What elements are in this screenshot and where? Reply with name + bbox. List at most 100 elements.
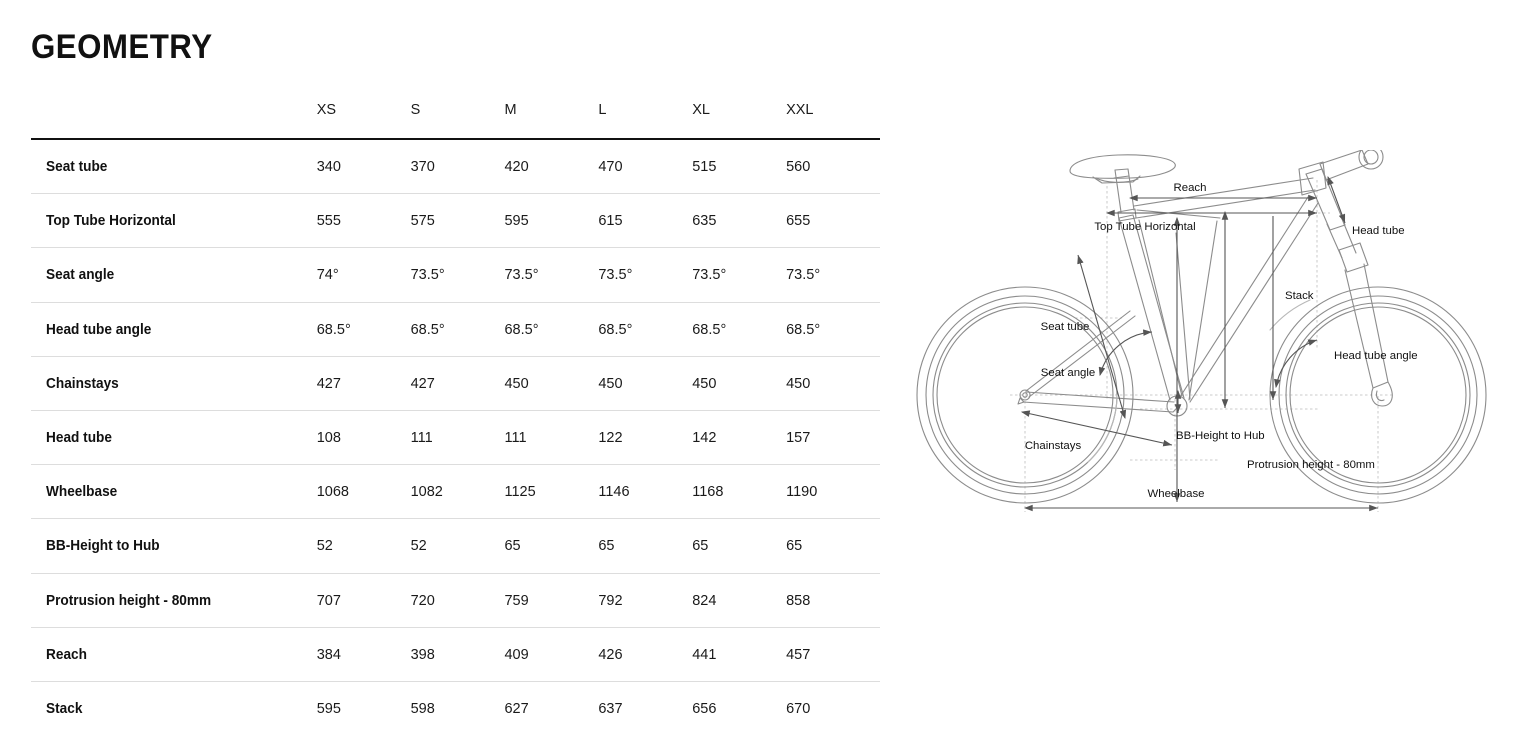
fork-leg-right xyxy=(1363,263,1389,383)
table-cell: 420 xyxy=(504,139,598,194)
table-cell: 450 xyxy=(504,356,598,410)
seat-post-clamp xyxy=(1113,175,1130,179)
table-cell: 824 xyxy=(692,573,786,627)
table-cell: 627 xyxy=(504,681,598,735)
fork-leg-left xyxy=(1344,269,1374,389)
cell-value: 470 xyxy=(598,159,623,176)
table-cell: 1068 xyxy=(317,465,411,519)
cell-value: 1190 xyxy=(786,484,818,501)
cell-value: 68.5° xyxy=(692,321,727,338)
table-cell: 65 xyxy=(786,519,880,573)
cell-value: 515 xyxy=(692,159,717,176)
seat-post-right xyxy=(1127,168,1135,211)
table-cell: 111 xyxy=(411,410,505,464)
row-label-cell: Top Tube Horizontal xyxy=(31,194,317,248)
label-protrusion-height: Protrusion height - 80mm xyxy=(1247,459,1375,471)
row-label: Wheelbase xyxy=(46,484,118,501)
fork-dropout-detail xyxy=(1375,390,1385,402)
cell-value: 65 xyxy=(692,538,709,555)
cell-value: 111 xyxy=(410,430,433,447)
cell-value: 598 xyxy=(410,700,435,717)
column-header-xxl: XXL xyxy=(786,102,814,118)
cell-value: 68.5° xyxy=(598,321,633,338)
row-label: Top Tube Horizontal xyxy=(46,213,176,230)
table-cell: 52 xyxy=(411,519,505,573)
table-cell: 450 xyxy=(786,356,880,410)
table-cell: 65 xyxy=(598,519,692,573)
table-cell: 555 xyxy=(317,194,411,248)
cell-value: 384 xyxy=(316,646,341,663)
cell-value: 398 xyxy=(410,646,435,663)
seat-angle-arc xyxy=(1098,329,1153,377)
table-cell: 65 xyxy=(504,519,598,573)
cell-value: 627 xyxy=(504,700,529,717)
table-cell: 68.5° xyxy=(317,302,411,356)
table-cell: 409 xyxy=(504,627,598,681)
label-seat-angle: Seat angle xyxy=(1041,367,1095,379)
table-cell: 68.5° xyxy=(504,302,598,356)
column-header-xs: XS xyxy=(316,102,337,118)
dimension-lines xyxy=(1020,175,1378,512)
cell-value: 68.5° xyxy=(504,321,539,338)
table-cell: 426 xyxy=(598,627,692,681)
table-cell: 858 xyxy=(786,573,880,627)
cell-value: 595 xyxy=(316,700,341,717)
cell-value: 1068 xyxy=(316,484,349,501)
cell-value: 74° xyxy=(316,267,339,284)
front-rim-inner xyxy=(1289,306,1467,484)
table-row: Top Tube Horizontal 555 575 595 615 635 655 xyxy=(31,194,880,248)
label-top-tube-horizontal: Top Tube Horizontal xyxy=(1094,221,1195,233)
table-cell: 52 xyxy=(317,519,411,573)
table-cell: 427 xyxy=(411,356,505,410)
table-cell: 65 xyxy=(692,519,786,573)
table-cell: 670 xyxy=(786,681,880,735)
table-cell: 398 xyxy=(411,627,505,681)
cell-value: 555 xyxy=(316,213,341,230)
frame-gusset-1 xyxy=(1138,219,1183,397)
table-cell: 575 xyxy=(411,194,505,248)
table-cell: 73.5° xyxy=(411,248,505,302)
cell-value: 111 xyxy=(504,430,527,447)
head-tube-dimension-line xyxy=(1327,175,1346,224)
cell-value: 370 xyxy=(410,159,435,176)
cell-value: 426 xyxy=(598,646,623,663)
row-label: Head tube angle xyxy=(46,321,152,338)
cell-value: 157 xyxy=(786,430,811,447)
table-cell: 1190 xyxy=(786,465,880,519)
table-cell: 68.5° xyxy=(411,302,505,356)
stem-body xyxy=(1298,161,1327,196)
bike-geometry-diagram: Reach Top Tube Horizontal Head tube Stac… xyxy=(890,150,1530,550)
cell-value: 65 xyxy=(786,538,803,555)
table-cell: 427 xyxy=(317,356,411,410)
cell-value: 450 xyxy=(598,375,623,392)
column-header-s: S xyxy=(410,102,421,118)
table-row: Seat tube 340 370 420 470 515 560 xyxy=(31,139,880,194)
table-cell: 73.5° xyxy=(786,248,880,302)
cell-value: 575 xyxy=(410,213,435,230)
table-cell: 655 xyxy=(786,194,880,248)
table-row: Stack 595 598 627 637 656 670 xyxy=(31,681,880,735)
column-header-xl: XL xyxy=(692,102,710,118)
row-label-cell: Seat tube xyxy=(31,139,317,194)
table-cell: 74° xyxy=(317,248,411,302)
table-cell: 68.5° xyxy=(786,302,880,356)
diagram-label-group: Reach Top Tube Horizontal Head tube Stac… xyxy=(1025,182,1418,500)
cell-value: 68.5° xyxy=(410,321,445,338)
cell-value: 656 xyxy=(692,700,717,717)
table-cell: 157 xyxy=(786,410,880,464)
table-cell: 1146 xyxy=(598,465,692,519)
cell-value: 615 xyxy=(598,213,623,230)
table-cell: 595 xyxy=(504,194,598,248)
table-cell: 635 xyxy=(692,194,786,248)
down-tube-left xyxy=(1179,196,1309,398)
chainstay-upper xyxy=(1025,391,1175,403)
rear-hub xyxy=(1019,389,1031,401)
table-cell: 515 xyxy=(692,139,786,194)
label-bb-height-to-hub: BB-Height to Hub xyxy=(1176,430,1265,442)
front-tire-inner xyxy=(1278,295,1478,495)
label-stack: Stack xyxy=(1285,290,1314,302)
table-cell: 122 xyxy=(598,410,692,464)
saddle-shell xyxy=(1069,154,1176,179)
handlebar-clamp-inner xyxy=(1363,150,1379,165)
table-row: Reach 384 398 409 426 441 457 xyxy=(31,627,880,682)
